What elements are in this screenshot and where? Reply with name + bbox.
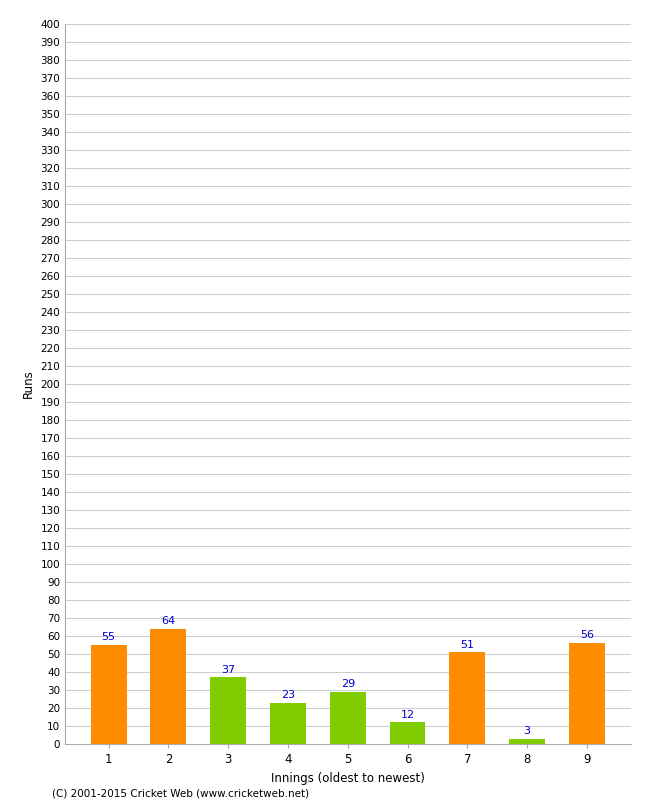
Bar [270, 702, 306, 744]
Text: 56: 56 [580, 630, 594, 641]
Bar [509, 738, 545, 744]
Bar [330, 692, 366, 744]
Bar [449, 652, 486, 744]
Text: 64: 64 [161, 616, 176, 626]
Bar [569, 643, 604, 744]
Text: 55: 55 [101, 632, 116, 642]
Bar [389, 722, 426, 744]
Text: 51: 51 [460, 639, 474, 650]
Text: 37: 37 [221, 665, 235, 674]
Text: 23: 23 [281, 690, 295, 700]
Text: 12: 12 [400, 710, 415, 720]
Text: 3: 3 [524, 726, 530, 736]
Text: 29: 29 [341, 679, 355, 689]
Y-axis label: Runs: Runs [22, 370, 35, 398]
X-axis label: Innings (oldest to newest): Innings (oldest to newest) [271, 771, 424, 785]
Bar [210, 678, 246, 744]
Bar [151, 629, 187, 744]
Bar [91, 645, 127, 744]
Text: (C) 2001-2015 Cricket Web (www.cricketweb.net): (C) 2001-2015 Cricket Web (www.cricketwe… [52, 788, 309, 798]
